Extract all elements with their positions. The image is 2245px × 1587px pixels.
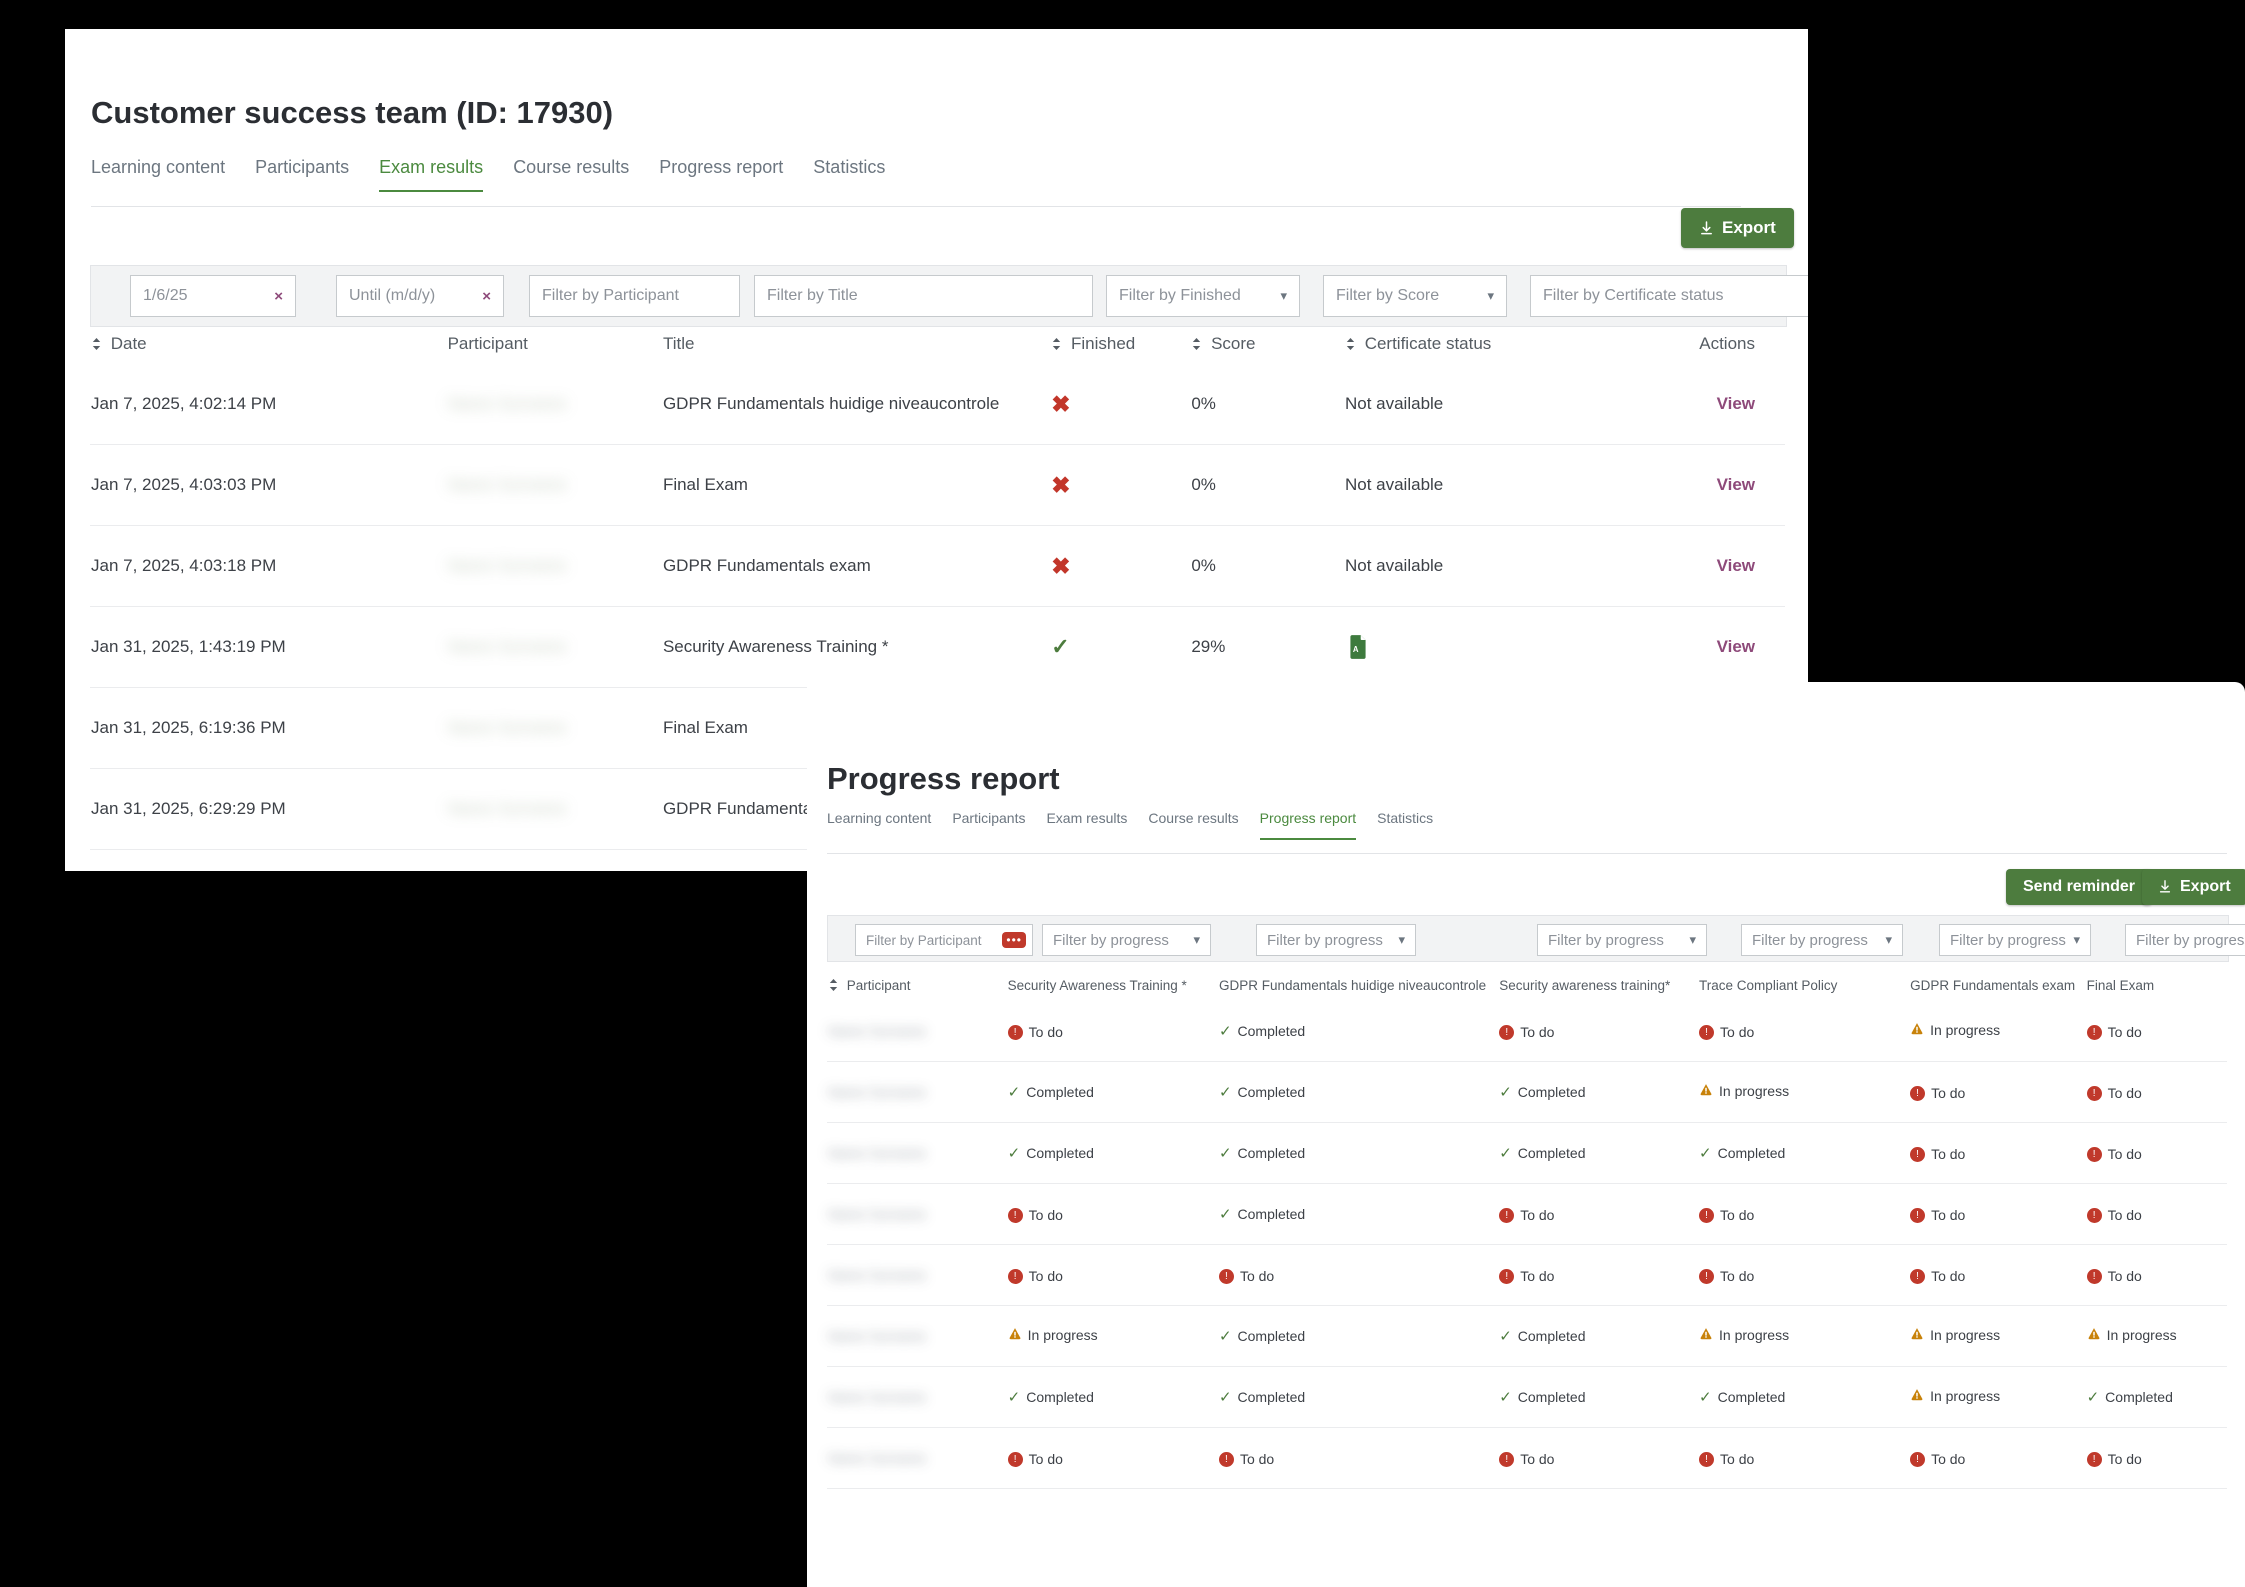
svg-text:A: A xyxy=(1353,645,1359,654)
